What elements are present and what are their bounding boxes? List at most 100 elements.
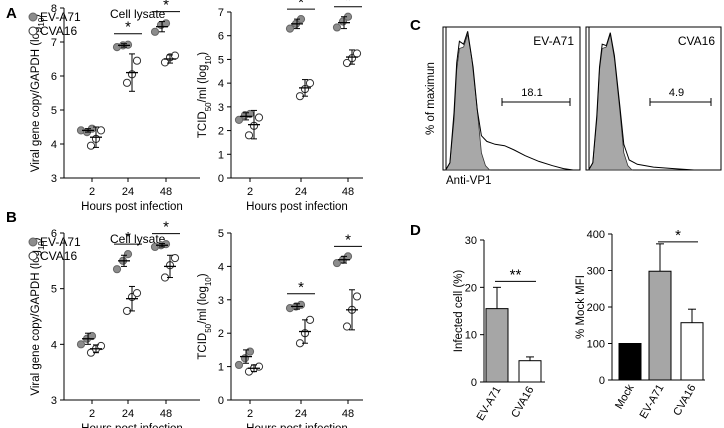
b-left-y-tick-label: 4 (51, 339, 57, 351)
b-right-significance-marker: * (345, 231, 351, 248)
a-left-x-tick-label: 24 (122, 186, 134, 198)
b-right-y-tick-label: 2 (218, 328, 224, 340)
a-right-y-axis-label: TCID50/ml (log10) (197, 52, 213, 138)
b-left-x-tick-label: 48 (160, 408, 172, 420)
b-right-point-ev-a71 (245, 347, 255, 356)
a-right-x-tick-label: 48 (342, 186, 354, 198)
a-left-y-tick-label: 5 (51, 105, 57, 117)
b-right-y-tick-label: 3 (218, 295, 224, 307)
a-right-point-cva16 (244, 131, 254, 140)
a-right-x-tick-label: 24 (295, 186, 307, 198)
b-left-significance-marker: * (163, 219, 169, 236)
a-right-y-tick-label: 3 (218, 102, 224, 114)
b-right-x-tick-label: 2 (247, 408, 253, 420)
b-left-point-ev-a71 (76, 340, 86, 349)
a-right-y-tick-label: 7 (218, 7, 224, 19)
a-left-point-cva16 (122, 78, 132, 87)
a-right-point-cva16 (305, 79, 315, 88)
b-right-y-tick-label: 0 (218, 395, 224, 407)
a-left-y-tick-label: 8 (51, 3, 57, 15)
a-right-x-tick-label: 2 (247, 186, 253, 198)
d-right-y-axis-label: % Mock MFI (575, 275, 587, 339)
d-right-y-tick-label: 100 (587, 339, 605, 351)
d-left-bar-ev-a71 (485, 308, 509, 383)
a-left-x-axis-label: Hours post infection (81, 201, 183, 213)
d-right-y-tick-label: 300 (587, 266, 605, 278)
a-left-legend-marker-ev-a71 (28, 12, 38, 22)
b-right-point-cva16 (342, 322, 352, 331)
b-left-y-tick-label: 6 (51, 228, 57, 240)
b-left-y-tick-label: 5 (51, 284, 57, 296)
d-left-y-axis-label: Infected cell (%) (453, 270, 465, 353)
c-left-x-axis-label: Anti-VP1 (446, 175, 491, 187)
d-left-y-tick-label: 30 (465, 235, 477, 247)
b-left-point-ev-a71 (112, 265, 122, 274)
b-left-significance-marker: * (125, 229, 131, 246)
b-right-point-cva16 (254, 362, 264, 371)
a-left-x-tick-label: 48 (160, 186, 172, 198)
d-left-significance-marker: ** (510, 266, 522, 283)
a-right-point-cva16 (254, 113, 264, 122)
d-right-y-tick-label: 0 (599, 375, 605, 387)
b-right-y-axis-label: TCID50/ml (log10) (197, 273, 213, 359)
b-right-point-ev-a71 (234, 360, 244, 370)
a-left-point-cva16 (86, 141, 96, 150)
a-left-legend-label-ev-a71: EV-A71 (40, 10, 81, 24)
c-left-infected-histogram (445, 31, 574, 171)
b-left-point-cva16 (96, 341, 106, 351)
a-right-point-ev-a71 (285, 24, 295, 33)
a-left-significance-marker: * (163, 0, 169, 14)
a-left-x-tick-label: 2 (89, 186, 95, 198)
b-right-point-ev-a71 (296, 300, 306, 309)
b-right-x-axis-label: Hours post infection (246, 423, 348, 428)
panel-a-right-chart: 0 1 2 3 4 5 6 7 2 24 48 Hours post infection TCID50/… (197, 0, 363, 213)
b-left-x-axis-label: Hours post infection (81, 423, 183, 428)
a-right-y-tick-label: 1 (218, 149, 224, 161)
a-right-significance-marker: * (345, 0, 351, 9)
b-right-y-tick-label: 4 (218, 261, 224, 273)
a-left-y-tick-label: 3 (51, 173, 57, 185)
a-right-point-ev-a71 (332, 23, 342, 32)
panel-label-d: D (410, 222, 421, 239)
a-left-point-cva16 (132, 56, 142, 65)
panel-b-right-chart: 0 1 2 3 4 5 2 24 48 Hours post infection TCID50/ml… (197, 228, 363, 428)
panel-c-right-histogram: 4.9 CVA16 (585, 26, 722, 171)
d-right-x-tick-label: EV-A71 (638, 383, 667, 421)
a-left-y-tick-label: 7 (51, 37, 57, 49)
a-right-point-ev-a71 (234, 115, 244, 125)
a-left-legend-marker-cva16 (28, 26, 38, 36)
d-right-x-tick-label: CVA16 (671, 383, 698, 418)
d-right-bar-ev-a71 (648, 270, 672, 381)
b-left-title: Cell lysate (110, 232, 166, 246)
b-right-x-tick-label: 48 (342, 408, 354, 420)
panel-d-left-chart: 0 10 20 30 EV-A71 CVA16 Infected cell (%) ** (453, 235, 545, 423)
c-left-gate-value: 18.1 (521, 87, 542, 99)
b-left-legend-label-ev-a71: EV-A71 (40, 235, 81, 249)
d-left-y-tick-label: 20 (465, 282, 477, 294)
a-left-y-tick-label: 4 (51, 139, 57, 151)
a-right-y-tick-label: 5 (218, 54, 224, 66)
d-left-bar-cva16 (518, 360, 542, 383)
a-right-x-axis-label: Hours post infection (246, 201, 348, 213)
a-right-y-tick-label: 0 (218, 173, 224, 185)
d-right-bar-cva16 (680, 322, 704, 381)
d-left-y-tick-label: 10 (465, 330, 477, 342)
b-left-point-cva16 (132, 289, 142, 298)
a-left-legend-label-cva16: CVA16 (40, 24, 77, 38)
c-left-title: EV-A71 (533, 34, 574, 48)
b-right-y-tick-label: 1 (218, 362, 224, 374)
b-left-x-tick-label: 24 (122, 408, 134, 420)
b-left-legend-marker-ev-a71 (28, 237, 38, 247)
b-left-point-cva16 (170, 253, 180, 263)
d-left-x-tick-label: CVA16 (509, 385, 536, 420)
a-left-y-tick-label: 6 (51, 71, 57, 83)
b-right-significance-marker: * (298, 279, 304, 296)
a-left-title: Cell lysate (110, 7, 166, 21)
d-right-bar-mock (618, 343, 642, 381)
c-left-y-axis-label: % of maximun (425, 62, 437, 135)
panel-label-c: C (410, 17, 421, 34)
b-left-legend-marker-cva16 (28, 251, 38, 261)
b-left-legend-label-cva16: CVA16 (40, 249, 77, 263)
a-right-y-tick-label: 6 (218, 31, 224, 43)
